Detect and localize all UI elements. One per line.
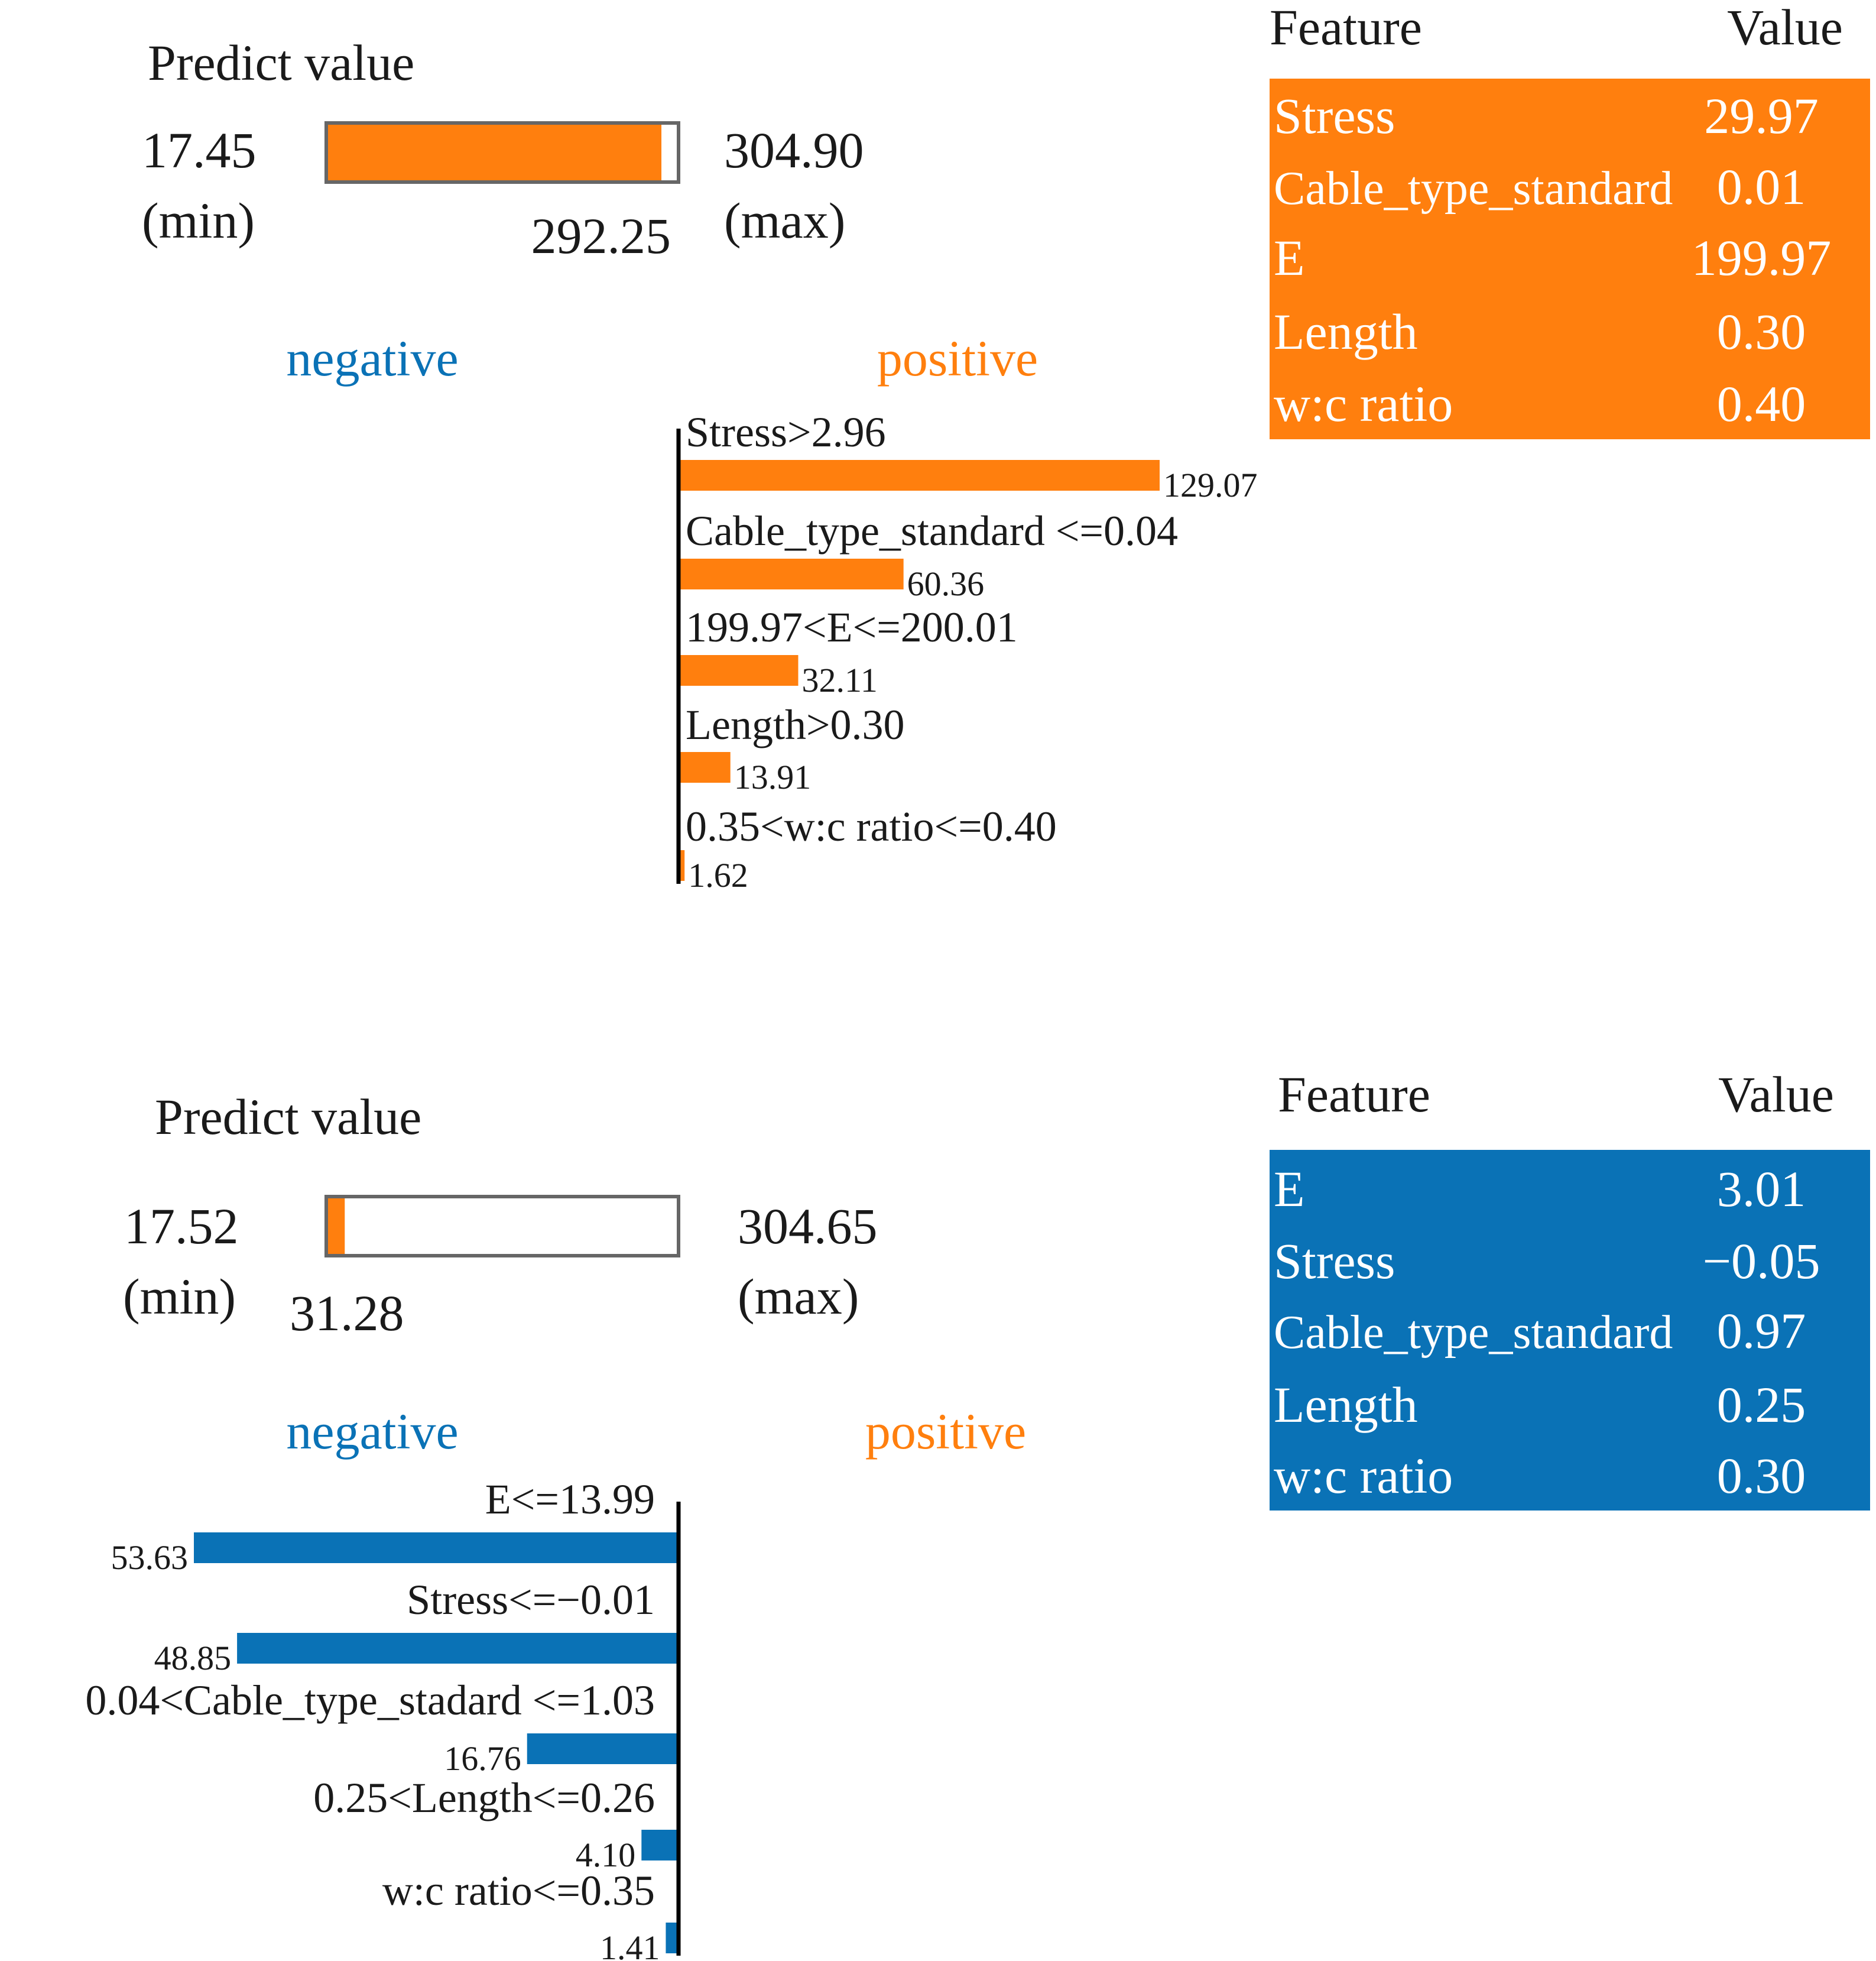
predict-value-title: Predict value: [148, 34, 414, 91]
feature-condition-label: w:c ratio<=0.35: [382, 1867, 655, 1914]
contribution-value-label: 53.63: [111, 1538, 189, 1577]
feature-table-name: Stress: [1274, 1233, 1395, 1289]
feature-table-value: 0.25: [1717, 1376, 1806, 1433]
contribution-bar: [194, 1532, 679, 1563]
feature-table-value: 0.30: [1717, 303, 1806, 360]
predict-min-label: (min): [142, 192, 255, 249]
contribution-bar: [679, 752, 731, 783]
feature-table-name: Cable_type_standard: [1274, 1307, 1673, 1359]
contribution-bar: [641, 1830, 679, 1860]
legend-negative: negative: [286, 1403, 458, 1460]
contribution-bar: [679, 559, 904, 589]
contribution-value-label: 129.07: [1163, 466, 1258, 504]
feature-condition-label: Stress<=−0.01: [407, 1576, 655, 1623]
contribution-value-label: 32.11: [802, 661, 878, 699]
predict-max-label: (max): [738, 1268, 859, 1325]
feature-table-name: Length: [1274, 303, 1418, 360]
feature-table-value: −0.05: [1702, 1233, 1820, 1289]
predict-bar-track: [324, 1195, 680, 1257]
contribution-bar: [679, 460, 1160, 491]
predict-value-title: Predict value: [155, 1088, 421, 1145]
feature-condition-label: Cable_type_standard <=0.04: [686, 507, 1178, 555]
contribution-value-label: 60.36: [907, 565, 985, 603]
feature-table-name: w:c ratio: [1274, 1447, 1453, 1504]
legend-positive: positive: [865, 1403, 1026, 1460]
table-header-feature: Feature: [1278, 1066, 1430, 1123]
contribution-bar: [666, 1923, 679, 1953]
predict-min-label: (min): [123, 1268, 236, 1325]
feature-table-value: 29.97: [1704, 87, 1819, 144]
predict-bar-fill: [328, 125, 662, 180]
predict-min-value: 17.45: [142, 122, 257, 179]
feature-table-name: Length: [1274, 1376, 1418, 1433]
legend-positive: positive: [877, 330, 1038, 387]
predict-bar-fill: [328, 1198, 345, 1254]
feature-table-background: [1270, 1150, 1870, 1511]
feature-table-value: 3.01: [1717, 1161, 1806, 1217]
contribution-value-label: 48.85: [154, 1639, 232, 1677]
feature-table-background: [1270, 79, 1870, 439]
feature-condition-label: 0.04<Cable_type_stadard <=1.03: [85, 1677, 655, 1724]
legend-negative: negative: [286, 330, 458, 387]
feature-table-value: 0.30: [1717, 1447, 1806, 1504]
feature-condition-label: 0.25<Length<=0.26: [313, 1774, 655, 1821]
contribution-value-label: 4.10: [576, 1836, 636, 1874]
contribution-bar: [679, 850, 685, 881]
contribution-value-label: 1.62: [688, 856, 748, 894]
feature-table-name: w:c ratio: [1274, 375, 1453, 432]
feature-condition-label: E<=13.99: [485, 1476, 655, 1523]
feature-table-name: E: [1274, 229, 1305, 286]
predict-max-label: (max): [724, 192, 845, 249]
feature-table-value: 0.97: [1717, 1302, 1806, 1359]
explanation-panel-1: Predict value 17.45 (min) 304.90 (max) 292.25…: [142, 0, 1870, 894]
feature-condition-label: Stress>2.96: [686, 409, 886, 456]
contribution-bar: [527, 1733, 679, 1764]
contribution-value-label: 13.91: [734, 758, 812, 796]
predict-value: 292.25: [531, 208, 671, 264]
table-header-feature: Feature: [1270, 0, 1422, 56]
feature-condition-label: Length>0.30: [686, 701, 905, 748]
predict-max-value: 304.90: [724, 122, 864, 179]
feature-condition-label: 0.35<w:c ratio<=0.40: [686, 803, 1057, 850]
predict-min-value: 17.52: [124, 1198, 239, 1255]
feature-table-value: 0.40: [1717, 375, 1806, 432]
contribution-bar: [237, 1633, 679, 1664]
contribution-value-label: 1.41: [600, 1928, 660, 1961]
table-header-value: Value: [1727, 0, 1843, 56]
feature-table-name: Stress: [1274, 87, 1395, 144]
feature-table-name: E: [1274, 1161, 1305, 1217]
predict-max-value: 304.65: [738, 1198, 878, 1255]
predict-value: 31.28: [290, 1285, 404, 1341]
feature-table-value: 0.01: [1717, 158, 1806, 215]
table-header-value: Value: [1718, 1066, 1834, 1123]
feature-table-name: Cable_type_standard: [1274, 163, 1673, 215]
contribution-value-label: 16.76: [444, 1739, 521, 1778]
feature-table-value: 199.97: [1692, 229, 1832, 286]
explanation-panel-2: Predict value 17.52 (min) 304.65 (max) 31.28 n…: [85, 1066, 1870, 1961]
contribution-bar: [679, 655, 799, 686]
feature-condition-label: 199.97<E<=200.01: [686, 604, 1018, 651]
